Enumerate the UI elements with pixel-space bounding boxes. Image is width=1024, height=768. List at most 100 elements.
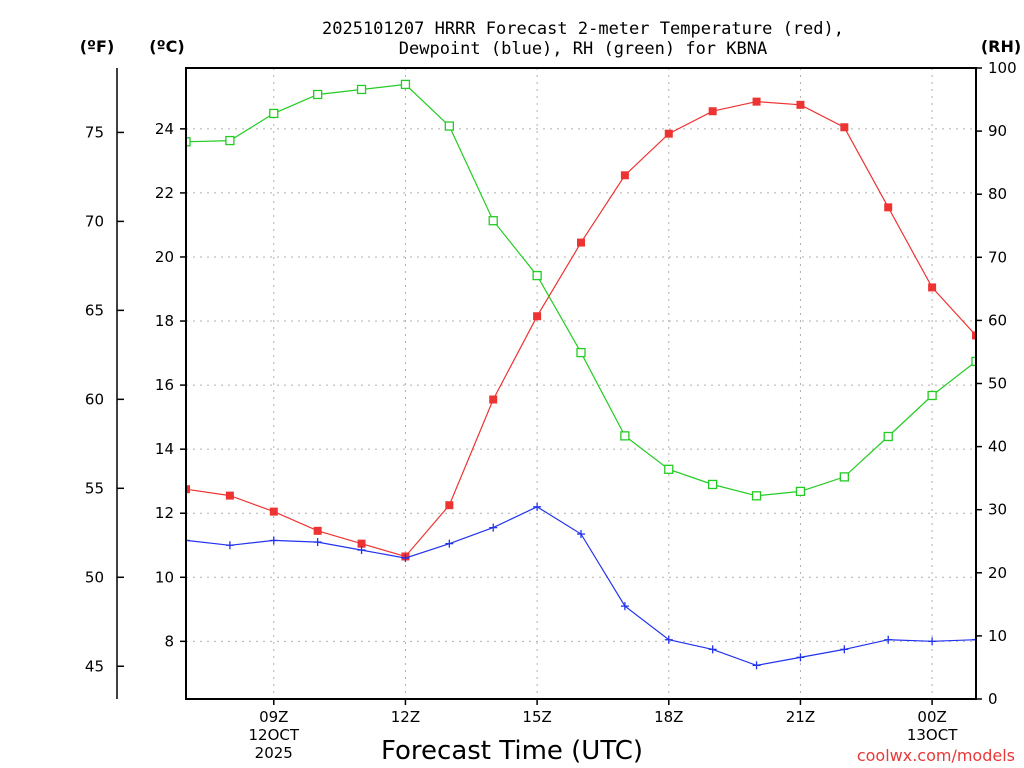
celsius-tick-label: 12 [155, 504, 174, 522]
rh-tick-label: 40 [988, 438, 1007, 456]
dewpoint-point [269, 536, 278, 545]
temperature-point [357, 539, 366, 548]
temperature-point [489, 395, 498, 404]
rh-tick-label: 100 [988, 59, 1017, 77]
rh-tick-label: 80 [988, 185, 1007, 203]
dewpoint-point [533, 502, 542, 511]
celsius-unit-label: (ºC) [149, 37, 184, 56]
watermark: coolwx.com/models [857, 746, 1015, 765]
celsius-tick-label: 14 [155, 440, 174, 458]
x-axis-title: Forecast Time (UTC) [381, 736, 643, 766]
rh-tick-label: 70 [988, 248, 1007, 266]
dewpoint-point [489, 523, 498, 532]
dewpoint-point [884, 635, 893, 644]
temperature-point [577, 238, 585, 247]
celsius-tick-label: 16 [155, 376, 174, 394]
dewpoint-point [708, 645, 717, 654]
x-tick-label: 12Z [391, 708, 420, 726]
x-tick-label: 09Z [259, 708, 288, 726]
rh-point [488, 216, 498, 226]
x-tick-label: 21Z [786, 708, 815, 726]
temperature-point [186, 485, 190, 494]
dewpoint-point [357, 546, 366, 555]
rh-point [708, 479, 718, 490]
rh-point [971, 356, 976, 367]
celsius-tick-label: 22 [155, 184, 174, 202]
dewpoint-point [752, 661, 761, 670]
plot-frame [185, 67, 977, 700]
rh-tick-label: 90 [988, 122, 1007, 140]
dewpoint-point [401, 554, 410, 563]
rh-point [751, 491, 762, 501]
temperature-point [928, 283, 937, 292]
rh-tick-label: 50 [988, 375, 1007, 393]
chart-title-line1: 2025101207 HRRR Forecast 2-meter Tempera… [322, 19, 844, 39]
celsius-axis: 8 10 12 14 16 18 20 22 24 [155, 120, 186, 650]
rh-point [444, 121, 454, 131]
dewpoint-point [664, 635, 673, 644]
temperature-point [972, 331, 976, 340]
rh-tick-label: 10 [988, 627, 1007, 645]
dewpoint-point [972, 635, 976, 644]
celsius-tick-label: 10 [155, 568, 174, 586]
rh-point [883, 431, 893, 442]
gridlines [186, 68, 976, 699]
x-tick-year: 2025 [255, 744, 293, 762]
rh-point [269, 108, 279, 119]
celsius-tick-label: 8 [164, 632, 174, 650]
temperature-line [186, 100, 976, 558]
rh-point [313, 89, 323, 100]
rh-point [225, 135, 235, 146]
temperature-point [445, 501, 454, 510]
rh-point [186, 137, 191, 147]
rh-point [400, 79, 411, 90]
rh-point [664, 464, 674, 474]
dewpoint-point [313, 538, 322, 547]
rh-point [532, 270, 542, 281]
fahrenheit-tick-label: 70 [85, 212, 104, 230]
title: 2025101207 HRRR Forecast 2-meter Tempera… [322, 19, 844, 59]
fahrenheit-tick-label: 45 [85, 657, 104, 675]
temperature-point [884, 203, 893, 212]
dewpoint-point [796, 653, 805, 662]
celsius-tick-label: 24 [155, 120, 174, 138]
rh-tick-label: 30 [988, 501, 1007, 519]
fahrenheit-tick-label: 65 [85, 301, 104, 319]
temperature-point [796, 100, 805, 109]
fahrenheit-unit-label: (ºF) [80, 37, 115, 56]
celsius-tick-label: 18 [155, 312, 174, 330]
rh-point [839, 472, 849, 482]
rh-unit-label: (RH) [981, 37, 1021, 56]
rh-tick-label: 0 [988, 690, 998, 708]
dewpoint-point [620, 602, 629, 611]
rh-point [795, 486, 806, 497]
chart-title-line2: Dewpoint (blue), RH (green) for KBNA [399, 39, 767, 59]
rh-tick-label: 60 [988, 311, 1007, 329]
fahrenheit-tick-label: 50 [85, 568, 104, 586]
series-layer [186, 79, 976, 670]
temperature-point [620, 171, 629, 180]
temperature-point [664, 129, 673, 138]
celsius-tick-label: 20 [155, 248, 174, 266]
temperature-point [752, 97, 761, 106]
dewpoint-point [225, 541, 234, 550]
fahrenheit-tick-label: 55 [85, 479, 104, 497]
temperature-point [708, 107, 717, 116]
rh-point [620, 431, 630, 441]
x-tick-date: 13OCT [907, 726, 958, 744]
fahrenheit-tick-label: 75 [85, 123, 104, 141]
rh-point [927, 390, 937, 401]
x-tick-label: 18Z [654, 708, 683, 726]
x-tick-label: 15Z [522, 708, 551, 726]
x-tick-date: 12OCT [249, 726, 300, 744]
rh-line [186, 83, 976, 497]
x-tick-label: 00Z [917, 708, 946, 726]
rh-axis: 0 10 20 30 40 50 60 70 80 90 100 [976, 59, 1017, 708]
temperature-point [225, 491, 234, 500]
dewpoint-point [840, 645, 849, 654]
fahrenheit-axis: 45 50 55 60 65 70 75 [85, 68, 124, 699]
temperature-point [269, 507, 278, 516]
temperature-point [533, 312, 542, 321]
